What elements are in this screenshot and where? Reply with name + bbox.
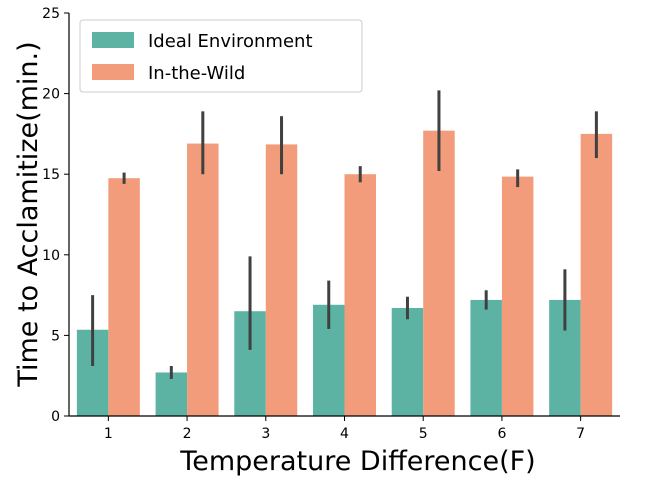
y-tick-label: 0 bbox=[51, 409, 60, 425]
bar-wild-6 bbox=[501, 176, 534, 416]
x-tick-label: 2 bbox=[183, 426, 192, 442]
y-axis-label: Time to Acclamitize(min.) bbox=[13, 41, 44, 387]
y-tick-label: 25 bbox=[42, 6, 60, 22]
x-tick-label: 6 bbox=[497, 426, 506, 442]
legend-box bbox=[79, 19, 363, 93]
legend-swatch-ideal bbox=[92, 32, 134, 48]
bar-wild-4 bbox=[344, 174, 376, 416]
bar-wild-2 bbox=[187, 143, 219, 416]
bar-wild-7 bbox=[580, 133, 613, 416]
x-tick-label: 5 bbox=[419, 426, 428, 442]
bar-wild-1 bbox=[108, 178, 140, 416]
x-tick-label: 7 bbox=[576, 426, 585, 442]
bar-ideal-6 bbox=[470, 299, 502, 416]
y-tick-label: 5 bbox=[51, 328, 60, 344]
y-tick-label: 15 bbox=[42, 167, 60, 183]
y-ticks-group: 0 5 10 15 20 25 bbox=[42, 6, 69, 425]
y-tick-label: 20 bbox=[42, 87, 60, 103]
legend-swatch-wild bbox=[92, 64, 134, 80]
bar-ideal-5 bbox=[391, 307, 424, 416]
bars-group bbox=[76, 130, 613, 417]
bar-wild-5 bbox=[423, 130, 455, 416]
bar-ideal-2 bbox=[155, 372, 188, 416]
x-tick-label: 3 bbox=[261, 426, 270, 442]
legend-label-wild: In-the-Wild bbox=[148, 63, 245, 84]
legend-label-ideal: Ideal Environment bbox=[148, 31, 313, 52]
x-tick-label: 1 bbox=[104, 426, 113, 442]
x-axis-label: Temperature Difference(F) bbox=[179, 446, 535, 477]
x-tick-label: 4 bbox=[340, 426, 349, 442]
x-ticks-group: 1 2 3 4 5 6 7 bbox=[104, 416, 585, 442]
legend: Ideal Environment In-the-Wild bbox=[79, 19, 363, 93]
y-tick-label: 10 bbox=[42, 248, 60, 264]
error-bars-group bbox=[91, 90, 598, 379]
bar-wild-3 bbox=[265, 144, 298, 417]
